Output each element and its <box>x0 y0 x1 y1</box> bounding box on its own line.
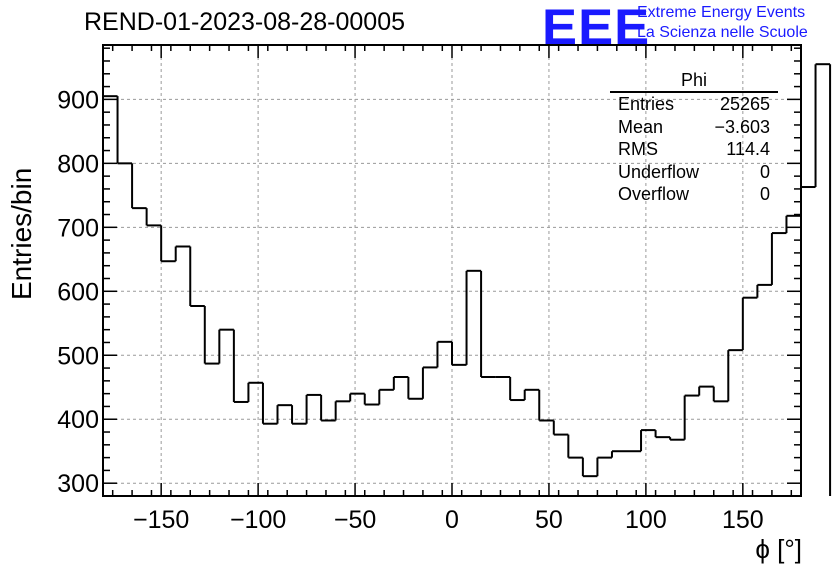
stats-value: 114.4 <box>726 139 770 159</box>
x-axis-label: ϕ [°] <box>755 534 802 564</box>
stats-row-rms: RMS 114.4 <box>610 138 778 161</box>
y-tick-label: 400 <box>57 406 99 434</box>
chart-title: REND-01-2023-08-28-00005 <box>84 8 406 36</box>
eee-logo: EEE <box>542 0 651 55</box>
y-tick-label: 600 <box>57 278 99 306</box>
stats-label: Mean <box>618 116 664 137</box>
logo-caption-line1: Extreme Energy Events <box>637 4 806 21</box>
stats-value: 25265 <box>719 94 770 114</box>
logo-caption: Extreme Energy Events La Scienza nelle S… <box>637 3 808 43</box>
y-tick-label: 800 <box>57 150 99 178</box>
stats-label: Underflow <box>618 161 700 182</box>
stats-title: Phi <box>610 70 778 93</box>
y-tick-label: 900 <box>57 86 99 114</box>
stats-value: 0 <box>759 184 770 204</box>
x-tick-label: −100 <box>230 506 286 534</box>
y-axis-label: Entries/bin <box>6 167 37 300</box>
stats-value: 0 <box>759 161 770 182</box>
x-tick-label: 0 <box>445 506 459 534</box>
stats-box: Phi Entries 25265 Mean −3.603 RMS 114.4 … <box>610 70 778 206</box>
axis-ticks <box>103 45 801 496</box>
y-tick-label: 300 <box>57 470 99 498</box>
stats-row-entries: Entries 25265 <box>610 93 778 116</box>
stats-row-mean: Mean −3.603 <box>610 116 778 139</box>
y-tick-label: 700 <box>57 214 99 242</box>
x-tick-label: 100 <box>625 506 667 534</box>
tick-labels: −150 −100 −50 0 50 100 150 300 400 500 600 700 800 90… <box>57 86 763 534</box>
stats-value: −3.603 <box>714 116 770 137</box>
x-tick-label: 50 <box>535 506 563 534</box>
stats-row-overflow: Overflow 0 <box>610 183 778 206</box>
x-tick-label: 150 <box>722 506 764 534</box>
x-tick-label: −150 <box>133 506 189 534</box>
y-tick-label: 500 <box>57 342 99 370</box>
stats-label: Entries <box>618 94 675 114</box>
stats-row-underflow: Underflow 0 <box>610 161 778 184</box>
logo-caption-line2: La Scienza nelle Scuole <box>637 24 808 41</box>
x-tick-label: −50 <box>334 506 376 534</box>
stats-label: RMS <box>618 139 658 159</box>
stats-label: Overflow <box>618 184 690 204</box>
